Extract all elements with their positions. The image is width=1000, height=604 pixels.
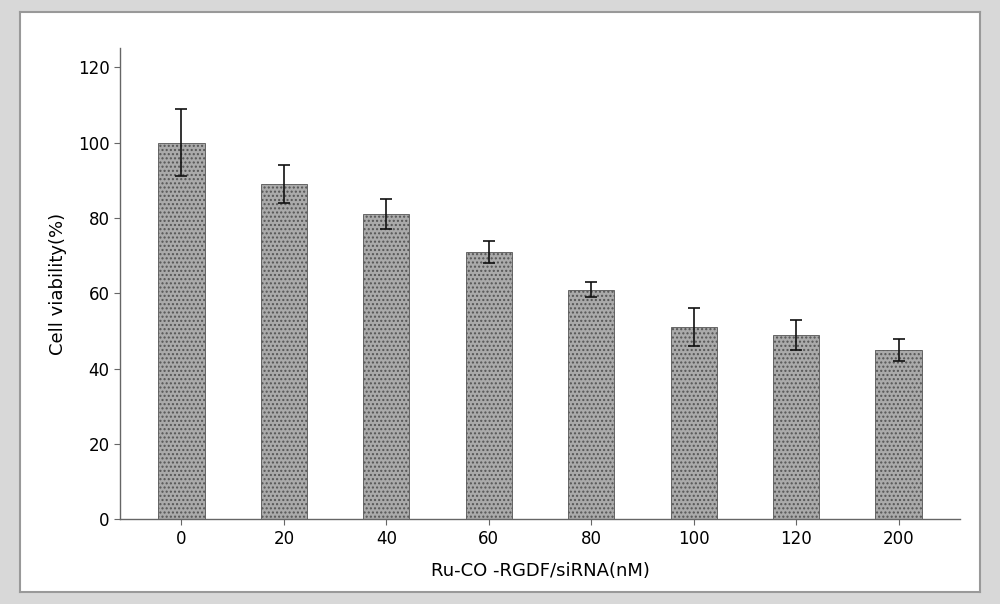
Bar (671, 327, 717, 519)
Bar (773, 335, 819, 519)
Bar (875, 350, 922, 519)
Bar (466, 252, 512, 519)
Bar (261, 184, 307, 519)
Bar (158, 143, 205, 519)
Bar (363, 214, 409, 519)
Y-axis label: Cell viability(%): Cell viability(%) (49, 213, 67, 355)
Bar (568, 289, 614, 519)
X-axis label: Ru-CO -RGDF/siRNA(nM): Ru-CO -RGDF/siRNA(nM) (431, 562, 649, 580)
